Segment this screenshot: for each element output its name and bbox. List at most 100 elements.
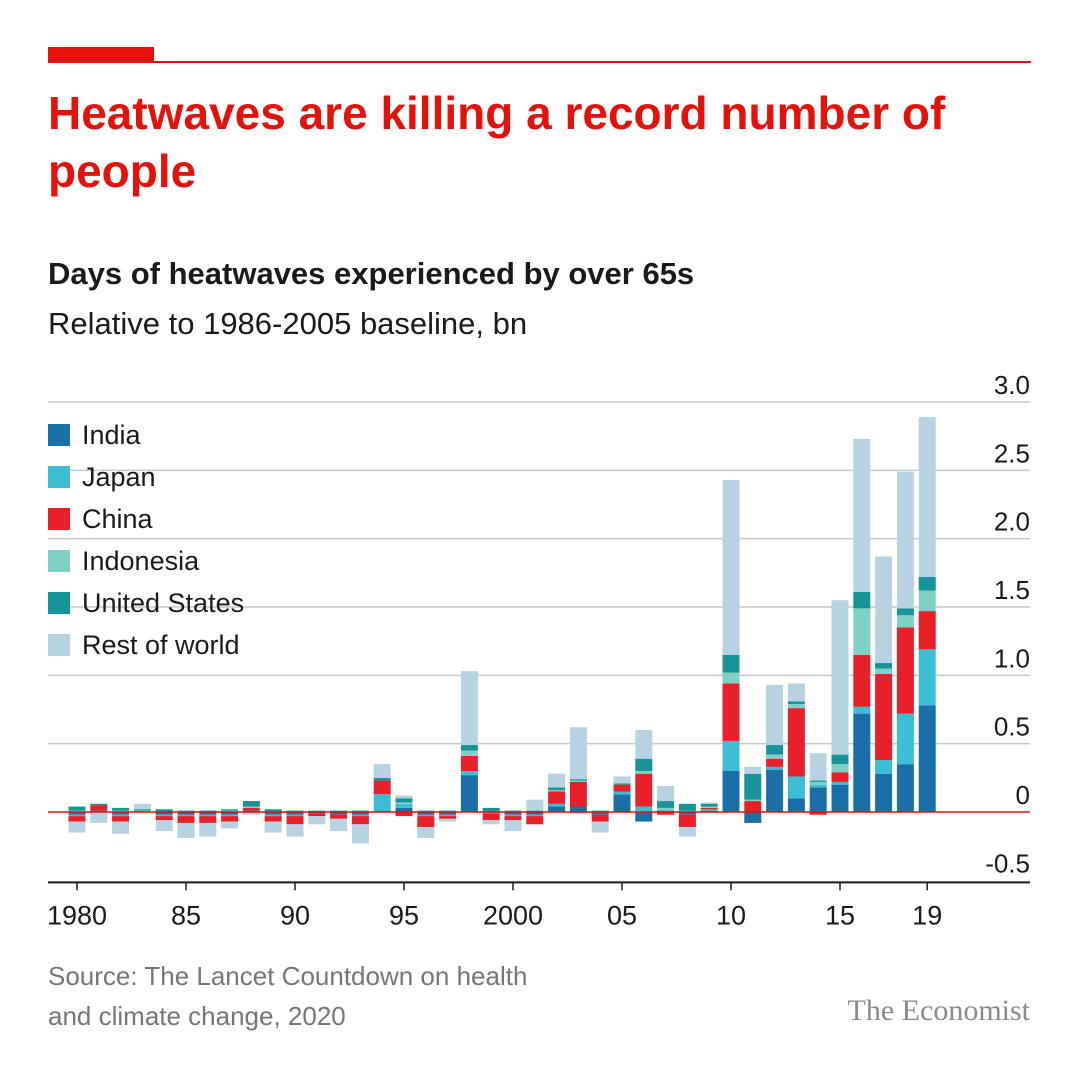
- bar-segment-india-1998: [460, 775, 478, 812]
- bar-segment-indonesia-2003: [569, 780, 587, 782]
- bar-segment-china-2015: [831, 772, 849, 782]
- bar-segment-united-states-2015: [831, 754, 849, 765]
- bar-segment-japan-1998: [460, 771, 478, 776]
- bar-segment-united-states-2019: [918, 576, 936, 591]
- bar-segment-united-states-1982: [112, 807, 130, 811]
- bar-segment-indonesia-2015: [831, 764, 849, 773]
- bar-segment-japan-2018: [896, 713, 914, 765]
- bar-segment-united-states-1988: [242, 801, 260, 807]
- bar-segment-india-1995: [395, 807, 413, 812]
- bar-segment-rest-of-world-1983: [133, 803, 151, 810]
- bar-segment-china-2006: [635, 773, 653, 807]
- bar-segment-india-2005: [613, 794, 631, 812]
- bar-segment-japan-2017: [875, 760, 893, 774]
- legend-label: Rest of world: [82, 629, 240, 660]
- bar-segment-united-states-1981: [90, 803, 108, 806]
- bar-segment-japan-1982: [112, 814, 130, 817]
- bar-segment-indonesia-2011: [744, 799, 762, 802]
- bar-segment-japan-1996: [417, 814, 435, 817]
- bar-segment-rest-of-world-1986: [199, 822, 217, 837]
- bar-segment-india-1992: [330, 812, 348, 815]
- bar-segment-india-2017: [875, 773, 893, 812]
- bar-segment-indonesia-1995: [395, 802, 413, 804]
- bar-segment-rest-of-world-1992: [330, 818, 348, 832]
- y-tick-label: 1.0: [994, 643, 1030, 673]
- bar-segment-rest-of-world-2000: [504, 820, 522, 832]
- bar-segment-china-2014: [809, 812, 827, 815]
- bar-segment-china-1981: [90, 805, 108, 811]
- bar-segment-india-1982: [112, 812, 130, 815]
- bar-segment-japan-1984: [155, 814, 173, 817]
- y-tick-label: 0.5: [994, 712, 1030, 742]
- bar-segment-india-1989: [264, 812, 282, 815]
- bar-segment-united-states-2013: [787, 701, 805, 705]
- y-tick-label: 2.5: [994, 438, 1030, 468]
- bar-segment-china-1996: [417, 816, 435, 828]
- bar-segment-china-1997: [439, 816, 457, 819]
- brand-logo: The Economist: [847, 994, 1030, 1027]
- bar-segment-united-states-2006: [635, 758, 653, 771]
- bar-segment-rest-of-world-2007: [657, 786, 675, 802]
- source-line-2: and climate change, 2020: [48, 1001, 346, 1031]
- bar-segment-rest-of-world-1988: [242, 812, 260, 815]
- bar-segment-united-states-2014: [809, 780, 827, 782]
- bar-segment-indonesia-2006: [635, 771, 653, 774]
- legend-label: United States: [82, 587, 245, 618]
- legend-swatch: [48, 424, 70, 446]
- bar-segment-indonesia-1988: [242, 806, 260, 808]
- legend-swatch: [48, 550, 70, 572]
- bar-segment-india-1985: [177, 812, 195, 815]
- y-tick-label: 0: [1016, 780, 1030, 810]
- bar-segment-india-2010: [722, 771, 740, 812]
- bar-segment-rest-of-world-2003: [569, 727, 587, 780]
- y-tick-label: -0.5: [985, 848, 1030, 878]
- bar-segment-indonesia-2007: [657, 807, 675, 811]
- bar-segment-india-2018: [896, 764, 914, 812]
- legend-item: Japan: [48, 456, 244, 498]
- bar-segment-rest-of-world-1985: [177, 822, 195, 838]
- bar-segment-united-states-2010: [722, 654, 740, 673]
- bar-segment-japan-1994: [373, 794, 391, 811]
- bar-segment-rest-of-world-2008: [678, 827, 696, 837]
- bar-segment-indonesia-1998: [460, 750, 478, 756]
- bar-segment-indonesia-2019: [918, 590, 936, 612]
- bar-segment-china-2000: [504, 816, 522, 821]
- bar-segment-china-2017: [875, 673, 893, 761]
- bar-segment-india-1984: [155, 812, 173, 815]
- bar-segment-indonesia-2010: [722, 672, 740, 684]
- bar-segment-india-1996: [417, 812, 435, 815]
- bar-segment-japan-2016: [853, 706, 871, 714]
- bar-segment-china-1984: [155, 816, 173, 821]
- bar-segment-rest-of-world-1989: [264, 821, 282, 833]
- bar-segment-india-2001: [526, 812, 544, 815]
- bar-segment-rest-of-world-2001: [526, 799, 544, 811]
- bar-segment-china-2004: [591, 814, 609, 822]
- bar-segment-china-1986: [199, 816, 217, 823]
- bar-segment-united-states-1994: [373, 777, 391, 781]
- bar-segment-rest-of-world-2015: [831, 600, 849, 755]
- bar-segment-india-2008: [678, 812, 696, 815]
- bar-segment-united-states-2012: [766, 745, 784, 755]
- bar-segment-rest-of-world-1982: [112, 821, 130, 834]
- bar-segment-china-1999: [482, 813, 500, 821]
- bar-segment-rest-of-world-1981: [90, 812, 108, 823]
- bar-segment-china-2019: [918, 611, 936, 650]
- x-tick-label: 2000: [483, 900, 543, 930]
- bar-segment-rest-of-world-1994: [373, 764, 391, 778]
- bar-segment-india-2014: [809, 787, 827, 812]
- legend-swatch: [48, 592, 70, 614]
- bar-segment-united-states-1987: [221, 809, 239, 811]
- y-tick-label: 1.5: [994, 575, 1030, 605]
- bar-segment-india-1993: [351, 812, 369, 815]
- chart-subtitle: Days of heatwaves experienced by over 65…: [48, 256, 695, 291]
- bar-segment-japan-1989: [264, 814, 282, 817]
- bar-segment-japan-1985: [177, 814, 195, 817]
- bar-segment-rest-of-world-2011: [744, 766, 762, 774]
- bar-segment-rest-of-world-2013: [787, 683, 805, 702]
- top-rule: [48, 61, 1031, 63]
- bar-segment-rest-of-world-2004: [591, 821, 609, 833]
- legend-item: India: [48, 414, 244, 456]
- bar-segment-china-1995: [395, 812, 413, 817]
- legend-label: Japan: [82, 461, 156, 492]
- legend-item: United States: [48, 582, 244, 624]
